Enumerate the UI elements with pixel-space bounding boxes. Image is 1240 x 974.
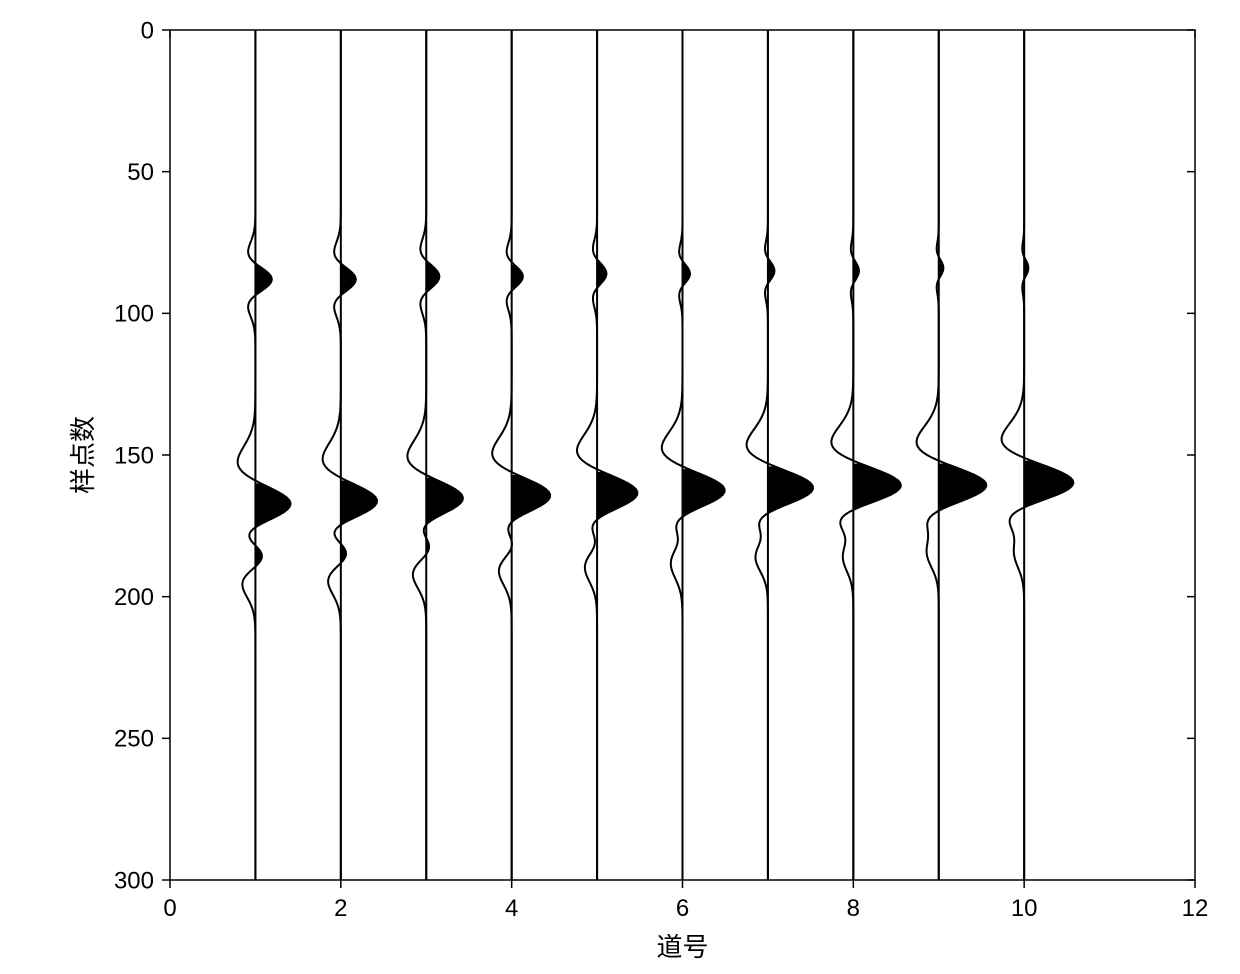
xtick-label: 8 — [847, 895, 860, 922]
x-axis-label: 道号 — [656, 932, 708, 962]
xtick-label: 4 — [505, 895, 518, 922]
xtick-label: 12 — [1182, 895, 1209, 922]
trace-wiggle — [492, 30, 550, 880]
trace-wiggle — [577, 30, 637, 880]
trace-wiggle — [1002, 30, 1074, 880]
seismic-wiggle-plot: 0 2 4 6 8 10 12 0 50 100 150 200 250 300 道号 样点数 — [0, 0, 1240, 974]
xtick-label: 0 — [163, 895, 176, 922]
trace-wiggle — [747, 30, 813, 880]
ytick-label: 100 — [114, 301, 154, 328]
xtick-label: 6 — [676, 895, 689, 922]
xtick-label: 10 — [1011, 895, 1038, 922]
y-axis-label: 样点数 — [68, 416, 98, 494]
ytick-label: 250 — [114, 726, 154, 753]
trace-wiggle — [407, 30, 462, 880]
ytick-label: 150 — [114, 442, 154, 469]
trace-wiggle — [662, 30, 725, 880]
trace-wiggle — [917, 30, 987, 880]
xtick-label: 2 — [334, 895, 347, 922]
ytick-label: 300 — [114, 867, 154, 894]
ytick-label: 50 — [127, 159, 154, 186]
trace-wiggle — [831, 30, 900, 880]
trace-wiggle — [238, 30, 291, 880]
ytick-label: 0 — [141, 17, 154, 44]
trace-wiggle — [323, 30, 377, 880]
ytick-label: 200 — [114, 584, 154, 611]
chart-container: 0 2 4 6 8 10 12 0 50 100 150 200 250 300 道号 样点数 — [0, 0, 1240, 974]
